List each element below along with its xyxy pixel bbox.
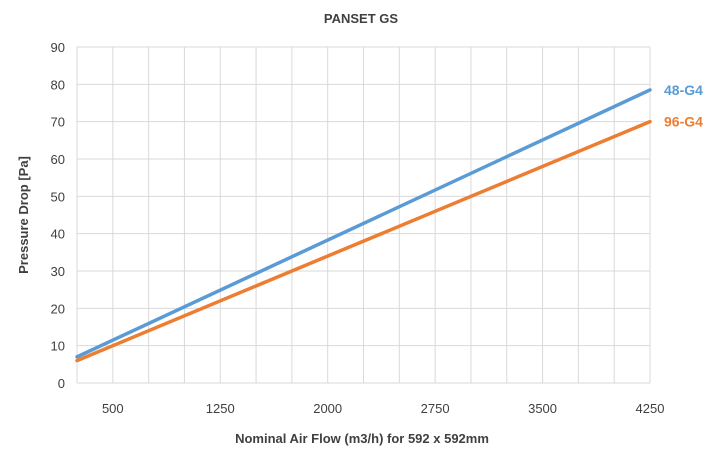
series-labels: 48-G4 96-G4 — [664, 82, 703, 130]
y-tick-label: 20 — [51, 301, 65, 316]
series-line-2 — [75, 119, 652, 363]
y-tick-label: 80 — [51, 77, 65, 92]
y-axis-title: Pressure Drop [Pa] — [16, 156, 31, 274]
y-tick-label: 70 — [51, 115, 65, 130]
tick-labels: 0 10 20 30 40 50 60 70 80 90 500 1250 2000 2750 3500 42… — [51, 40, 665, 416]
x-axis-title: Nominal Air Flow (m3/h) for 592 x 592mm — [235, 431, 489, 446]
x-tick-label: 2750 — [421, 401, 450, 416]
y-tick-label: 40 — [51, 227, 65, 242]
x-tick-label: 500 — [102, 401, 124, 416]
x-tick-label: 2000 — [313, 401, 342, 416]
y-tick-label: 10 — [51, 339, 65, 354]
y-tick-label: 60 — [51, 152, 65, 167]
y-tick-label: 50 — [51, 189, 65, 204]
y-tick-label: 90 — [51, 40, 65, 55]
series-label-2: 96-G4 — [664, 114, 703, 130]
y-tick-label: 0 — [58, 376, 65, 391]
y-tick-label: 30 — [51, 264, 65, 279]
x-tick-label: 3500 — [528, 401, 557, 416]
x-tick-label: 4250 — [636, 401, 665, 416]
x-tick-label: 1250 — [206, 401, 235, 416]
series-label-1: 48-G4 — [664, 82, 703, 98]
series — [75, 88, 652, 363]
chart-title: PANSET GS — [324, 11, 398, 26]
grid — [76, 46, 651, 384]
series-line-1 — [75, 88, 652, 359]
